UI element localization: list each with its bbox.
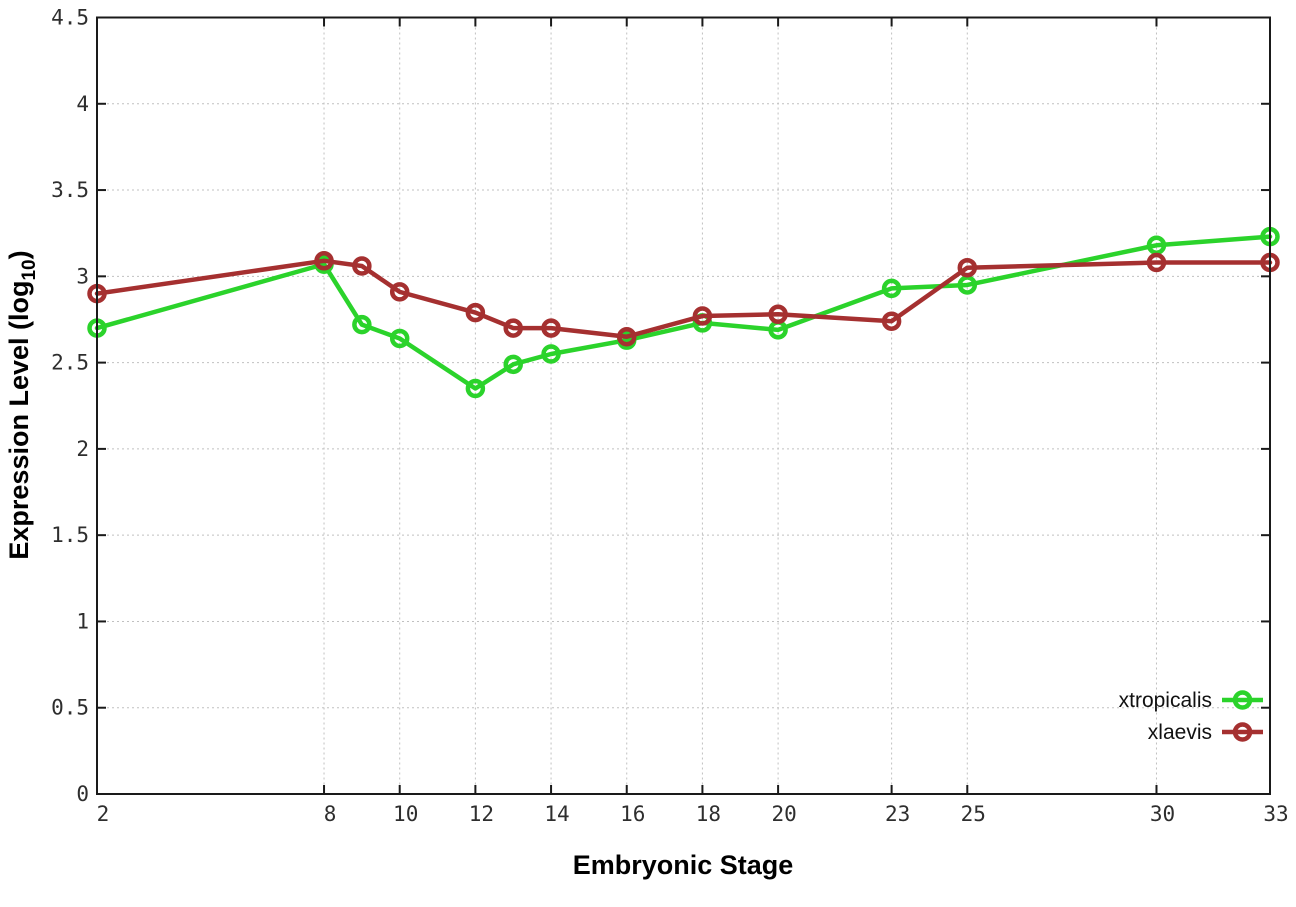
legend-marker-xtropicalis [1232,690,1253,710]
data-point-xtropicalis-23 [881,278,902,299]
x-tick-label: 14 [544,802,569,826]
axis-layer: 2 8 10 12 14 16 18 20 23 25 30 33 0 0.5 1 1.5 2 2.5 3 3.5 4 4… [51,6,1289,827]
data-point-xtropicalis-13 [503,354,523,375]
data-point-xlaevis-30 [1146,252,1167,273]
data-point-xtropicalis-10 [389,328,410,349]
data-point-xtropicalis-25 [957,275,978,295]
data-point-xlaevis-14 [541,318,561,338]
data-point-xtropicalis-14 [541,344,561,364]
y-tick-label: 2.5 [51,351,89,375]
x-tick-label: 25 [961,802,986,826]
y-tick-label: 1 [76,609,89,633]
data-point-xlaevis-8 [314,251,334,271]
data-point-xlaevis-20 [768,304,788,325]
x-tick-label: 18 [696,802,721,826]
data-point-xlaevis-10 [389,282,410,302]
plot-border [96,16,1271,795]
y-tick-label: 2 [76,437,89,461]
y-tick-label: 1.5 [51,523,89,547]
y-tick-label: 3 [76,264,89,288]
data-point-xlaevis-16 [616,326,637,347]
x-tick-label: 12 [469,802,494,826]
data-point-xtropicalis-9 [352,314,372,335]
y-tick-label: 0 [76,782,89,806]
grid-layer [97,17,1270,794]
legend-marker-xlaevis [1232,722,1253,742]
y-tick-label: 0.5 [51,696,89,720]
x-tick-label: 2 [97,802,110,826]
x-tick-label: 16 [620,802,645,826]
legend-label-xlaevis: xlaevis [1148,721,1212,744]
legend-layer: xtropicalis xlaevis [1119,689,1263,744]
data-point-xlaevis-13 [503,318,523,338]
data-point-xlaevis-9 [352,256,372,276]
series-layer [87,226,1280,399]
legend-label-xtropicalis: xtropicalis [1119,689,1212,712]
x-tick-label: 33 [1263,802,1288,826]
data-point-xlaevis-23 [881,311,902,331]
x-tick-label: 8 [324,802,337,826]
data-point-xtropicalis-30 [1146,235,1167,256]
data-point-xlaevis-25 [957,257,978,278]
y-tick-label: 4.5 [51,6,89,30]
data-point-xlaevis-18 [692,306,713,326]
y-axis-title: Expression Level (log10) [4,250,40,559]
x-tick-label: 30 [1150,802,1175,826]
x-tick-label: 10 [393,802,418,826]
y-tick-label: 4 [76,92,89,116]
x-axis-title: Embryonic Stage [573,850,794,880]
y-tick-label: 3.5 [51,178,89,202]
data-point-xtropicalis-12 [465,378,486,399]
series-line-xtropicalis [94,234,1273,391]
x-tick-label: 23 [885,802,910,826]
data-point-xlaevis-12 [465,302,486,323]
x-tick-label: 20 [771,802,796,826]
